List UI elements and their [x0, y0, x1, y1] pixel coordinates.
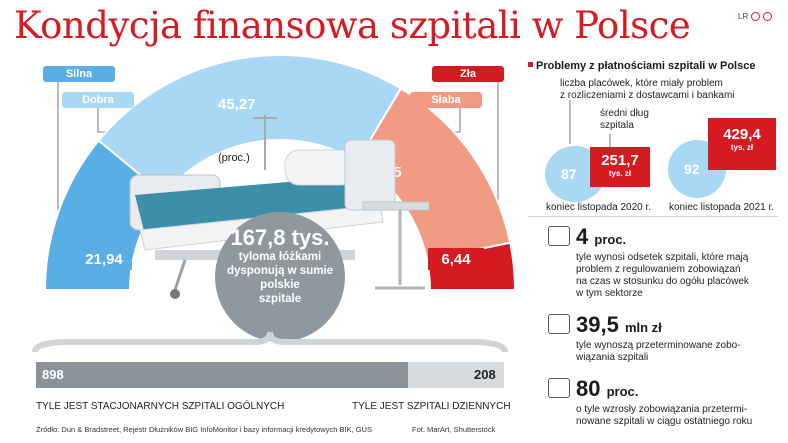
stat1-line: 4 proc.	[576, 224, 626, 250]
stat2-text-2: wiązania szpitali	[576, 352, 649, 363]
legend-dobra: Dobra	[62, 92, 134, 108]
debt-label-2: szpitala	[600, 120, 634, 131]
stat1-text-3: na czas w stosunku do ogółu placówek	[576, 276, 749, 287]
stat3-value: 80	[576, 376, 601, 401]
beds-line-3: polskie	[260, 279, 300, 291]
separator	[528, 216, 778, 217]
stat3-text-1: o tyle wzrosły zobowiązania przetermi-	[576, 404, 748, 415]
legend-silna: Silna	[43, 66, 115, 82]
stat3-unit: proc.	[606, 384, 639, 399]
arrow-lines	[569, 100, 611, 148]
debt-2021-unit: tys. zł	[730, 143, 754, 152]
unit-label: (proc.)	[218, 152, 250, 164]
stat1-text-1: tyle wynosi odsetek szpitali, które mają	[576, 252, 749, 263]
value-zla: 6,44	[428, 248, 484, 270]
label-2021: koniec listopada 2021 r.	[669, 202, 775, 213]
debt-2021-value: 429,4	[723, 126, 761, 143]
legend-zla: Zła	[432, 66, 504, 82]
source-text: Źródło: Dun & Bradstreet, Rejestr Dłużni…	[36, 425, 372, 434]
beds-line-4: szpitale	[258, 293, 302, 305]
stat3-line: 80 proc.	[576, 376, 638, 402]
photo-credit: Fot. MarArt, Shutterstock	[412, 425, 496, 434]
debt-2020-value: 251,7	[601, 152, 639, 169]
beds-line-2: dysponują w sumie	[226, 265, 334, 277]
beds-total-circle: 167,8 tys. tyloma łóżkami dysponują w su…	[215, 212, 345, 342]
logo-text: LR	[738, 12, 749, 21]
right-desc-2: z rozliczeniami z dostawcami i bankami	[560, 90, 735, 101]
logo: LR	[738, 12, 773, 21]
debt-2020-box: 251,7 tys. zł	[590, 147, 650, 187]
stat3-text-2: nowane szpitali w ciągu ostatniego roku	[576, 416, 753, 427]
bar-left-label: TYLE JEST STACJONARNYCH SZPITALI OGÓLNYC…	[36, 401, 285, 412]
bar-bracket	[32, 331, 508, 353]
bar-left-value: 898	[42, 367, 64, 382]
bar-stacjonarne	[36, 362, 408, 388]
stat1-text-4: w tym sektorze	[576, 288, 643, 299]
bar-right-label: TYLE JEST SZPITALI DZIENNYCH	[352, 401, 511, 412]
arc-dobra	[97, 54, 403, 197]
label-2020: koniec listopada 2020 r.	[546, 202, 652, 213]
stat2-unit: mln zł	[624, 320, 662, 335]
bullet-square-icon	[528, 62, 533, 67]
value-silna: 21,94	[76, 248, 132, 270]
legend-slaba: Słaba	[410, 92, 482, 108]
stat1-value: 4	[576, 224, 589, 249]
debt-2020-unit: tys. zł	[608, 169, 632, 178]
debt-label-1: średni dług	[600, 108, 649, 119]
page-title: Kondycja finansowa szpitali w Polsce	[14, 4, 691, 47]
stat1-text-2: problem z regulowaniem zobowiązań	[576, 264, 741, 275]
document-icon	[548, 378, 570, 398]
right-title: Problemy z płatnościami szpitali w Polsc…	[536, 60, 756, 72]
wallet-icon	[548, 314, 570, 334]
right-desc-1: liczba placówek, które miały problem	[560, 78, 723, 89]
stat2-value: 39,5	[576, 312, 619, 337]
value-dobra: 45,27	[218, 96, 256, 113]
logo-circle-icon	[763, 12, 773, 21]
stat1-unit: proc.	[594, 232, 627, 247]
stat2-text-1: tyle wynoszą przeterminowane zobo-	[576, 340, 741, 351]
bar-dzienne	[408, 362, 504, 388]
beds-line-1: tyloma łóżkami	[238, 251, 322, 263]
debt-2021-box: 429,4 tys. zł	[708, 118, 776, 170]
logo-circle-icon	[751, 12, 761, 21]
stat2-line: 39,5 mln zł	[576, 312, 662, 338]
hospitals-bar	[36, 362, 504, 388]
bar-right-value: 208	[474, 367, 496, 382]
beds-total-value: 167,8 tys.	[230, 225, 330, 250]
heart-rate-icon	[548, 226, 570, 246]
